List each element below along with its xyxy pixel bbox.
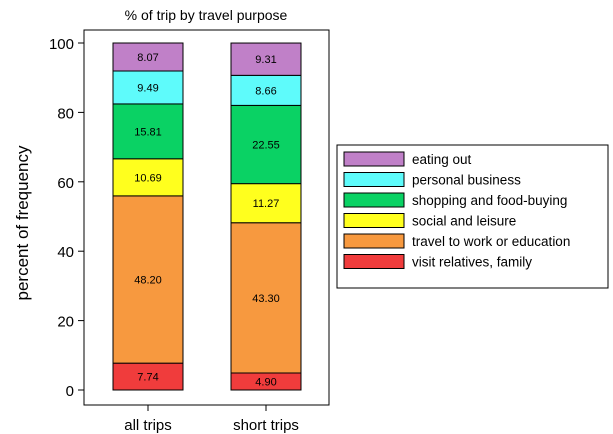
legend-swatch	[343, 151, 405, 167]
y-axis: 0 20 40 60 80 100	[49, 36, 84, 400]
data-label: 10.69	[134, 172, 162, 184]
legend-swatch	[343, 213, 405, 228]
data-label: 22.55	[252, 140, 280, 152]
bar-segment	[112, 195, 184, 364]
legend: eating out personal business shopping and …	[336, 144, 609, 289]
data-label: 8.66	[255, 85, 276, 97]
data-label: 7.74	[137, 372, 158, 384]
legend-label: visit relatives, family	[412, 255, 532, 270]
legend-label: shopping and food-buying	[412, 193, 567, 208]
data-label: 11.27	[253, 198, 280, 210]
x-axis: all trips short trips	[124, 405, 299, 434]
legend-swatch	[343, 172, 405, 187]
y-tick-label: 0	[66, 383, 74, 400]
plot-frame	[83, 29, 330, 406]
legend-label: travel to work or education	[412, 234, 570, 249]
y-axis-label: percent of frequency	[13, 145, 32, 300]
data-label: 9.31	[255, 54, 276, 66]
bar-segment	[230, 104, 302, 185]
data-label: 15.81	[134, 126, 162, 138]
chart-title: % of trip by travel purpose	[125, 7, 288, 23]
legend-label: social and leisure	[412, 214, 516, 229]
y-tick-label: 40	[57, 244, 74, 261]
y-tick-label: 60	[57, 175, 74, 192]
legend-swatch	[343, 192, 405, 208]
y-tick-label: 100	[49, 36, 74, 53]
data-label: 43.30	[252, 293, 280, 305]
data-label: 48.20	[134, 275, 162, 287]
y-tick-label: 20	[57, 314, 74, 331]
bar-segment	[230, 183, 302, 224]
x-tick-label: short trips	[233, 417, 299, 434]
y-tick-label: 80	[57, 105, 74, 122]
legend-label: eating out	[412, 152, 472, 167]
bars: 7.74 48.20 10.69 15.81 9.49 8.07 4.90 43.30 11.2…	[112, 42, 302, 391]
legend-label: personal business	[412, 173, 521, 188]
bar-segment	[112, 103, 184, 160]
bar-segment	[230, 222, 302, 374]
bar-segment	[112, 158, 184, 197]
data-label: 9.49	[137, 82, 158, 94]
bar-segment	[112, 42, 184, 72]
bar-segment	[230, 74, 302, 106]
bar-segment	[112, 70, 184, 105]
data-label: 4.90	[255, 376, 276, 388]
legend-swatch	[343, 233, 405, 249]
data-label: 8.07	[137, 52, 158, 64]
bar-segment	[230, 42, 302, 76]
x-tick-label: all trips	[124, 417, 172, 434]
legend-swatch	[343, 254, 405, 269]
